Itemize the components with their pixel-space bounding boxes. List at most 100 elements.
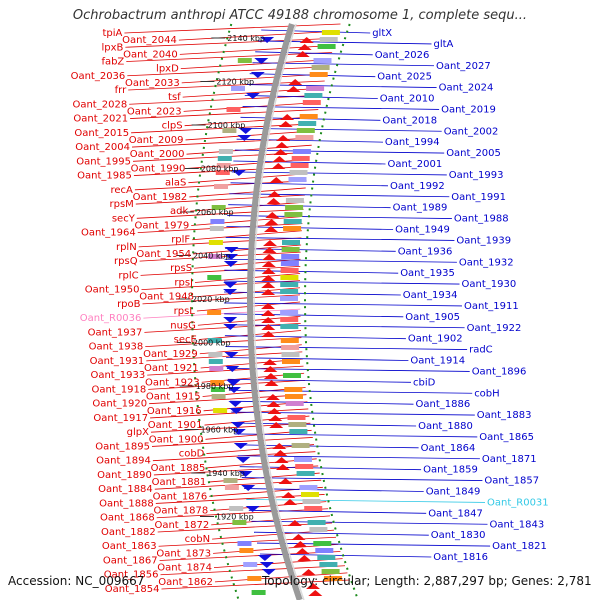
right-feature-label[interactable]: radC [469,345,493,356]
right-feature-label[interactable]: Oant_1847 [428,508,483,519]
left-feature-label[interactable]: secE [174,335,197,346]
left-feature-label[interactable]: rpsQ [114,256,138,267]
left-feature-label[interactable]: Oant_1888 [99,498,154,509]
left-feature-label[interactable]: rpoB [117,299,141,310]
right-feature-label[interactable]: Oant_2002 [444,126,499,137]
left-feature-label[interactable]: Oant_2044 [122,35,177,46]
right-feature-label[interactable]: Oant_1865 [479,432,534,443]
left-feature-label[interactable]: Oant_1920 [92,399,147,410]
right-feature-label[interactable]: Oant_1843 [490,519,545,530]
left-feature-label[interactable]: Oant_1923 [145,377,200,388]
right-feature-label[interactable]: Oant_1988 [454,214,509,225]
left-feature-label[interactable]: lpxD [156,64,179,75]
left-feature-label[interactable]: Oant_1895 [95,441,150,452]
left-feature-label[interactable]: Oant_1876 [153,491,208,502]
left-feature-label[interactable]: rpsM [110,199,134,210]
left-feature-label[interactable]: rplC [118,270,138,281]
left-feature-label[interactable]: Oant_2040 [123,49,178,60]
right-feature-label[interactable]: Oant_1871 [482,454,537,465]
right-feature-label[interactable]: Oant_1930 [462,279,517,290]
right-feature-label[interactable]: Oant_1849 [426,487,481,498]
left-feature-label[interactable]: tpiA [103,28,123,39]
right-feature-label[interactable]: Oant_1936 [398,246,453,257]
left-feature-label[interactable]: adk [170,206,188,217]
left-feature-label[interactable]: Oant_1950 [85,285,140,296]
left-feature-label[interactable]: glpX [127,427,149,438]
left-feature-label[interactable]: Oant_1948 [139,292,194,303]
left-feature-label[interactable]: Oant_1881 [152,477,207,488]
left-feature-label[interactable]: Oant_1894 [96,456,151,467]
right-feature-label[interactable]: Oant_1991 [451,192,506,203]
left-feature-label[interactable]: fabZ [101,57,124,68]
left-feature-label[interactable]: Oant_2015 [74,128,129,139]
left-feature-label[interactable]: Oant_1854 [105,584,160,595]
right-feature-label[interactable]: Oant_2005 [446,148,501,159]
left-feature-label[interactable]: Oant_1985 [77,171,132,182]
left-feature-label[interactable]: Oant_1982 [133,192,188,203]
right-feature-label[interactable]: Oant_2026 [375,50,430,61]
right-feature-label[interactable]: Oant_1949 [395,225,450,236]
right-feature-label[interactable]: Oant_1880 [418,421,473,432]
right-feature-label[interactable]: Oant_1830 [431,530,486,541]
left-feature-label[interactable]: rplN [116,242,137,253]
left-feature-label[interactable]: secY [112,213,136,224]
left-feature-label[interactable]: Oant_1918 [91,384,146,395]
left-feature-label[interactable]: cobD [179,449,205,460]
right-feature-label[interactable]: Oant_2001 [388,159,443,170]
left-feature-label[interactable]: lpxB [101,42,123,53]
right-feature-label[interactable]: Oant_1905 [405,312,460,323]
left-feature-label[interactable]: Oant_1884 [98,484,153,495]
left-feature-label[interactable]: Oant_1901 [148,420,203,431]
right-feature-label[interactable]: Oant_1994 [385,137,440,148]
left-feature-label[interactable]: Oant_1862 [158,577,213,588]
right-feature-label[interactable]: gltX [372,28,392,39]
right-feature-label[interactable]: Oant_1922 [467,323,522,334]
left-feature-label[interactable]: Oant_1856 [104,570,159,581]
left-feature-label[interactable]: Oant_1867 [103,555,158,566]
left-feature-label[interactable]: Oant_1921 [144,363,199,374]
left-feature-label[interactable]: Oant_1882 [101,527,156,538]
left-feature-label[interactable]: Oant_1873 [156,548,211,559]
right-feature-label[interactable]: Oant_R0031 [487,497,549,508]
left-feature-label[interactable]: Oant_2033 [125,78,180,89]
right-feature-label[interactable]: Oant_1993 [449,170,504,181]
right-feature-label[interactable]: Oant_1859 [423,465,478,476]
right-feature-label[interactable]: Oant_1864 [421,443,476,454]
left-feature-label[interactable]: Oant_1878 [153,506,208,517]
left-feature-label[interactable]: Oant_1863 [102,541,157,552]
left-feature-label[interactable]: Oant_1954 [136,249,191,260]
left-feature-label[interactable]: Oant_1929 [143,349,198,360]
left-feature-label[interactable]: Oant_1890 [97,470,152,481]
left-feature-label[interactable]: recA [111,185,134,196]
left-feature-label[interactable]: alaS [165,178,186,189]
right-feature-label[interactable]: Oant_1886 [416,399,471,410]
left-feature-label[interactable]: Oant_1979 [134,220,189,231]
right-feature-label[interactable]: Oant_1935 [400,268,455,279]
right-feature-label[interactable]: Oant_1902 [408,334,463,345]
left-feature-label[interactable]: tsf [168,92,181,103]
right-feature-label[interactable]: Oant_1816 [433,552,488,563]
left-feature-label[interactable]: Oant_1868 [100,513,155,524]
right-feature-label[interactable]: Oant_2025 [377,72,432,83]
left-feature-label[interactable]: Oant_1915 [146,392,201,403]
right-feature-label[interactable]: Oant_1939 [456,235,511,246]
left-feature-label[interactable]: Oant_1872 [154,520,209,531]
right-feature-label[interactable]: Oant_1857 [484,476,539,487]
right-feature-label[interactable]: cobH [474,388,499,399]
right-feature-label[interactable]: Oant_1934 [403,290,458,301]
left-feature-label[interactable]: Oant_1938 [89,342,144,353]
left-feature-label[interactable]: Oant_1990 [131,163,186,174]
left-feature-label[interactable]: rpsL [174,306,196,317]
right-feature-label[interactable]: Oant_2027 [436,61,491,72]
right-feature-label[interactable]: Oant_1992 [390,181,445,192]
right-feature-label[interactable]: Oant_1911 [464,301,519,312]
left-feature-label[interactable]: Oant_2036 [71,71,126,82]
right-feature-label[interactable]: cbiD [413,377,436,388]
left-feature-label[interactable]: Oant_1995 [76,156,131,167]
left-feature-label[interactable]: Oant_1874 [157,563,212,574]
right-feature-label[interactable]: gltA [434,39,454,50]
left-feature-label[interactable]: Oant_R0036 [80,313,142,324]
left-feature-label[interactable]: Oant_2009 [129,135,184,146]
right-feature-label[interactable]: Oant_2010 [380,94,435,105]
left-feature-label[interactable]: Oant_1885 [151,463,206,474]
